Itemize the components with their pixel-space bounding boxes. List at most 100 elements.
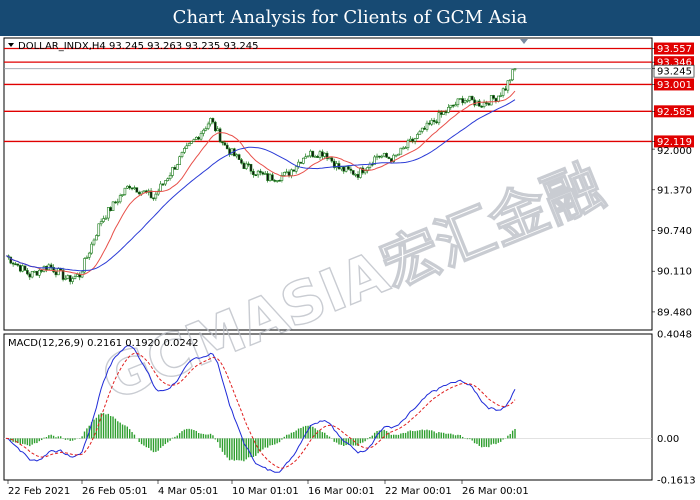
candle-body xyxy=(392,154,395,163)
candle-body xyxy=(99,221,103,225)
candle-body xyxy=(439,112,443,115)
symbol-dropdown-icon[interactable] xyxy=(8,43,14,47)
candle-body xyxy=(428,122,431,125)
candle-body xyxy=(40,269,43,272)
chart-shift-marker-icon[interactable] xyxy=(520,39,528,44)
candle-body xyxy=(166,178,170,181)
candle-body xyxy=(306,155,310,158)
candle-body xyxy=(478,100,481,107)
candle-body xyxy=(180,152,184,157)
candle-body xyxy=(394,154,398,157)
candle-body xyxy=(133,187,136,189)
candle-body xyxy=(318,151,322,158)
candle-body xyxy=(401,147,405,150)
candle-body xyxy=(214,121,217,132)
candle-body xyxy=(382,152,386,157)
moving-averages xyxy=(5,90,516,276)
candle-body xyxy=(61,269,65,280)
candle-body xyxy=(221,141,224,144)
candle-body xyxy=(142,190,146,193)
candle-body xyxy=(252,170,255,176)
candle-body xyxy=(183,148,186,153)
candle-body xyxy=(511,69,514,81)
candle-body xyxy=(95,235,98,241)
candle-body xyxy=(356,173,360,178)
candle-body xyxy=(321,151,324,157)
candle-body xyxy=(266,173,269,181)
candle-body xyxy=(106,207,110,219)
candle-body xyxy=(513,68,517,70)
macd-line xyxy=(5,345,516,473)
price-tick-label: 90.110 xyxy=(657,267,692,278)
x-tick-label: 16 Mar 00:01 xyxy=(308,486,375,497)
candle-body xyxy=(430,119,434,125)
candle-body xyxy=(159,183,162,192)
candle-body xyxy=(275,180,279,182)
candle-body xyxy=(118,195,122,203)
candle-body xyxy=(209,118,212,125)
price-tick-label: 93.001 xyxy=(657,80,692,91)
candle-body xyxy=(437,112,441,124)
candle-body xyxy=(28,273,32,278)
candle-body xyxy=(482,102,486,107)
candle-body xyxy=(480,105,484,108)
candle-body xyxy=(342,166,346,172)
candle-body xyxy=(240,159,243,164)
candle-body xyxy=(373,156,376,165)
candle-body xyxy=(378,155,381,158)
candle-body xyxy=(175,164,179,170)
candle-body xyxy=(202,129,205,134)
candle-body xyxy=(37,269,41,276)
candle-body xyxy=(351,170,355,175)
candle-body xyxy=(237,154,241,160)
candle-body xyxy=(194,137,198,140)
candle-body xyxy=(463,100,467,104)
candle-body xyxy=(42,265,46,272)
symbol-info: DOLLAR_INDX,H4 93.245 93.263 93.235 93.2… xyxy=(18,41,258,52)
candle-body xyxy=(492,95,495,99)
chart-area[interactable]: GCMASIA宏汇金融 93.55793.34693.24593.00192.5… xyxy=(0,36,700,500)
candle-body xyxy=(404,147,407,149)
candle-body xyxy=(173,167,177,170)
candle-body xyxy=(454,104,457,107)
candle-body xyxy=(340,166,343,170)
candle-body xyxy=(85,256,89,259)
level-price-tag xyxy=(654,42,694,55)
candle-body xyxy=(261,172,265,175)
candle-body xyxy=(35,270,39,276)
candlesticks xyxy=(7,68,517,285)
level-price-tag xyxy=(654,135,694,148)
candle-body xyxy=(211,118,215,123)
candle-body xyxy=(263,173,267,175)
candle-body xyxy=(33,270,36,273)
candle-body xyxy=(21,265,24,272)
candle-body xyxy=(302,157,305,164)
candle-body xyxy=(418,131,422,135)
candle-body xyxy=(92,239,96,245)
macd-label: MACD(12,26,9) 0.2161 0.1920 0.0242 xyxy=(8,338,198,349)
x-tick-label: 10 Mar 01:01 xyxy=(232,486,299,497)
x-tick-label: 4 Mar 05:01 xyxy=(158,486,218,497)
candle-body xyxy=(506,80,510,91)
candle-body xyxy=(66,275,70,279)
candle-body xyxy=(380,155,384,158)
macd-signal-line xyxy=(5,352,516,469)
candle-body xyxy=(254,174,258,177)
x-tick-labels: 22 Feb 2021 26 Feb 05:01 4 Mar 05:01 10 Mar… xyxy=(7,480,529,497)
candle-body xyxy=(247,163,250,166)
candle-body xyxy=(385,152,388,158)
candle-body xyxy=(399,147,403,155)
candle-body xyxy=(73,276,77,279)
candle-body xyxy=(411,138,415,142)
candle-body xyxy=(187,143,191,147)
price-tick-label: 91.370 xyxy=(657,185,692,196)
candle-body xyxy=(171,167,174,176)
candle-body xyxy=(223,142,227,146)
candle-body xyxy=(485,102,488,104)
candle-body xyxy=(435,121,438,124)
candle-body xyxy=(18,265,22,272)
candle-body xyxy=(330,157,334,162)
candle-body xyxy=(325,152,329,159)
candle-body xyxy=(470,95,474,101)
price-tick-label: 92.119 xyxy=(657,137,692,148)
